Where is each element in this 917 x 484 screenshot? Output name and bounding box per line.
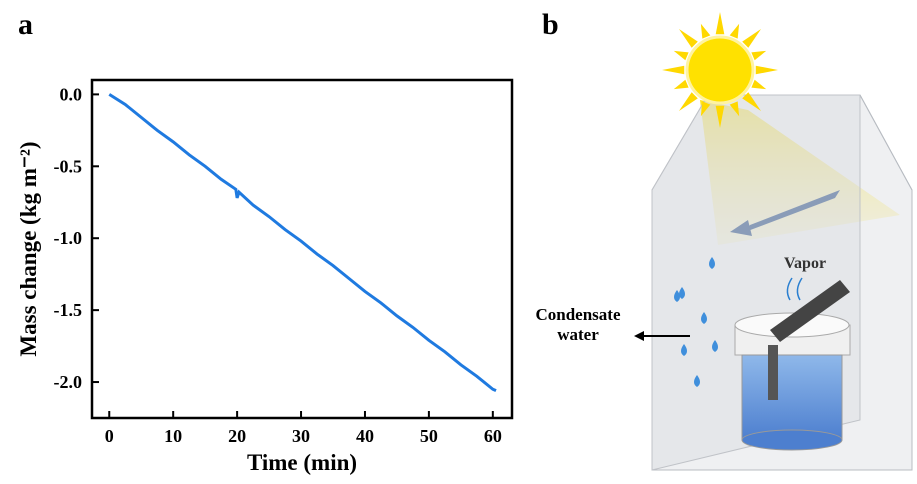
sun-ray bbox=[755, 65, 778, 75]
panel-label: b bbox=[542, 8, 559, 41]
sun-ray bbox=[715, 105, 725, 128]
edge bbox=[859, 94, 913, 191]
x-tick-label: 10 bbox=[164, 426, 182, 446]
y-tick-label: -1.0 bbox=[54, 228, 83, 248]
droplet bbox=[694, 375, 700, 387]
droplet bbox=[681, 344, 687, 356]
y-tick-label: -2.0 bbox=[54, 372, 83, 392]
sun-ray bbox=[729, 101, 740, 117]
x-axis-label: Time (min) bbox=[247, 450, 357, 475]
condensate-label: water bbox=[557, 325, 599, 344]
y-tick-label: -0.5 bbox=[54, 156, 83, 176]
sun-ray bbox=[700, 101, 711, 117]
sun-ray bbox=[742, 28, 762, 48]
droplet bbox=[679, 287, 685, 299]
droplet bbox=[709, 257, 715, 269]
sun-ray bbox=[673, 50, 689, 61]
sun bbox=[662, 12, 778, 128]
plot-frame bbox=[90, 78, 514, 420]
vapor-label: Vapor bbox=[784, 255, 826, 272]
sun-ray bbox=[673, 79, 689, 90]
x-tick-label: 60 bbox=[484, 426, 502, 446]
jar-bottom bbox=[741, 429, 843, 451]
sun-ray bbox=[678, 92, 698, 112]
sun-ray bbox=[751, 79, 767, 90]
vapor-arrows bbox=[786, 277, 803, 301]
sun-disc bbox=[685, 35, 755, 105]
droplet bbox=[701, 312, 707, 324]
wick bbox=[768, 345, 778, 400]
chart: 0 10 20 30 40 50 60 0.0 -0.5 -1.0 -1.5 -2.0 Time (mi… bbox=[16, 78, 514, 475]
y-axis-label: Mass change (kg m⁻²) bbox=[16, 141, 41, 356]
water bbox=[741, 354, 843, 441]
droplet bbox=[674, 290, 680, 302]
sun-ray bbox=[700, 23, 711, 39]
diagram: Vapor Condensate water bbox=[535, 12, 913, 471]
arrow-head bbox=[730, 220, 752, 236]
x-tick-label: 20 bbox=[228, 426, 246, 446]
panel-label: a bbox=[18, 8, 33, 41]
sun-ray bbox=[662, 65, 685, 75]
droplets bbox=[674, 257, 718, 387]
arrow bbox=[745, 190, 840, 232]
pointer-head bbox=[634, 331, 644, 341]
x-tick-label: 50 bbox=[420, 426, 438, 446]
condensate-label: Condensate bbox=[535, 305, 620, 324]
x-tick-label: 40 bbox=[356, 426, 374, 446]
absorber bbox=[770, 280, 850, 342]
sun-ray bbox=[751, 50, 767, 61]
droplet bbox=[712, 340, 718, 352]
sun-ray bbox=[742, 92, 762, 112]
data-line bbox=[108, 93, 497, 393]
y-tick-label: 0.0 bbox=[60, 84, 83, 104]
sun-ray bbox=[678, 28, 698, 48]
x-tick-label: 30 bbox=[292, 426, 310, 446]
y-tick-label: -1.5 bbox=[54, 300, 83, 320]
sun-ray bbox=[715, 12, 725, 35]
x-tick-label: 0 bbox=[105, 426, 114, 446]
sun-ray bbox=[729, 23, 740, 39]
